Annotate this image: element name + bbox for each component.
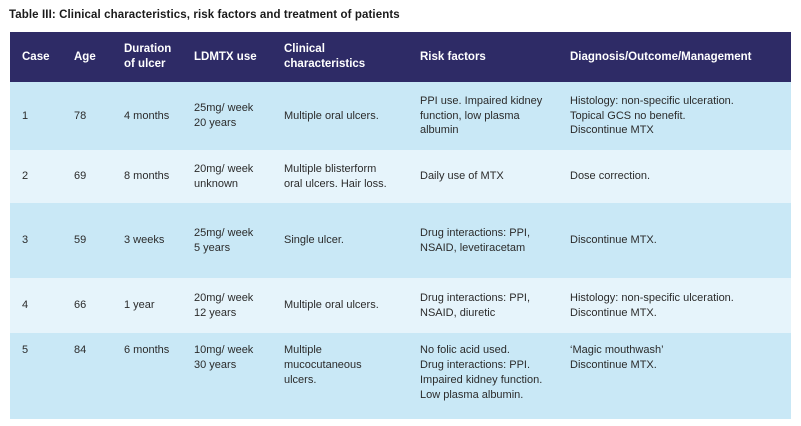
cell-ldmtx-use: 25mg/ week 20 years	[182, 82, 272, 150]
cell-duration-of-ulcer: 6 months	[112, 333, 182, 419]
cell-diagnosis-outcome-management: Histology: non-specific ulceration. Disc…	[558, 278, 791, 333]
cell-ldmtx-use: 20mg/ week unknown	[182, 150, 272, 203]
cell-risk-factors: Drug interactions: PPI, NSAID, diuretic	[408, 278, 558, 333]
cell-clinical-characteristics: Multiple oral ulcers.	[272, 82, 408, 150]
table-row: 3 59 3 weeks 25mg/ week 5 years Single u…	[10, 203, 791, 278]
table-header: Case Age Duration of ulcer LDMTX use Cli…	[10, 32, 791, 82]
column-header-clinical-characteristics: Clinical characteristics	[272, 32, 408, 82]
cell-clinical-characteristics: Single ulcer.	[272, 203, 408, 278]
column-header-case: Case	[10, 32, 62, 82]
cell-age: 59	[62, 203, 112, 278]
cell-diagnosis-outcome-management: Discontinue MTX.	[558, 203, 791, 278]
cell-ldmtx-use: 25mg/ week 5 years	[182, 203, 272, 278]
table-body: 1 78 4 months 25mg/ week 20 years Multip…	[10, 82, 791, 419]
cell-case: 3	[10, 203, 62, 278]
table-row: 2 69 8 months 20mg/ week unknown Multipl…	[10, 150, 791, 203]
cell-clinical-characteristics: Multiple oral ulcers.	[272, 278, 408, 333]
column-header-age: Age	[62, 32, 112, 82]
cell-case: 5	[10, 333, 62, 419]
table-row: 1 78 4 months 25mg/ week 20 years Multip…	[10, 82, 791, 150]
cell-age: 66	[62, 278, 112, 333]
cell-age: 78	[62, 82, 112, 150]
cell-clinical-characteristics: Multiple mucocutaneous ulcers.	[272, 333, 408, 419]
table-row: 5 84 6 months 10mg/ week 30 years Multip…	[10, 333, 791, 419]
column-header-ldmtx-use: LDMTX use	[182, 32, 272, 82]
cell-age: 69	[62, 150, 112, 203]
cell-diagnosis-outcome-management: Histology: non-specific ulceration. Topi…	[558, 82, 791, 150]
cell-risk-factors: Drug interactions: PPI, NSAID, levetirac…	[408, 203, 558, 278]
cell-case: 4	[10, 278, 62, 333]
header-row: Case Age Duration of ulcer LDMTX use Cli…	[10, 32, 791, 82]
cell-duration-of-ulcer: 8 months	[112, 150, 182, 203]
cell-case: 2	[10, 150, 62, 203]
cell-diagnosis-outcome-management: ‘Magic mouthwash’ Discontinue MTX.	[558, 333, 791, 419]
cell-case: 1	[10, 82, 62, 150]
cell-duration-of-ulcer: 3 weeks	[112, 203, 182, 278]
cell-risk-factors: Daily use of MTX	[408, 150, 558, 203]
table-row: 4 66 1 year 20mg/ week 12 years Multiple…	[10, 278, 791, 333]
cell-duration-of-ulcer: 4 months	[112, 82, 182, 150]
cell-age: 84	[62, 333, 112, 419]
table-title: Table III: Clinical characteristics, ris…	[9, 9, 400, 21]
column-header-diagnosis-outcome-management: Diagnosis/Outcome/Management	[558, 32, 791, 82]
cell-duration-of-ulcer: 1 year	[112, 278, 182, 333]
cell-diagnosis-outcome-management: Dose correction.	[558, 150, 791, 203]
column-header-risk-factors: Risk factors	[408, 32, 558, 82]
column-header-duration-of-ulcer: Duration of ulcer	[112, 32, 182, 82]
cell-ldmtx-use: 10mg/ week 30 years	[182, 333, 272, 419]
cell-risk-factors: No folic acid used. Drug interactions: P…	[408, 333, 558, 419]
cell-ldmtx-use: 20mg/ week 12 years	[182, 278, 272, 333]
cell-clinical-characteristics: Multiple blisterform oral ulcers. Hair l…	[272, 150, 408, 203]
clinical-characteristics-table: Case Age Duration of ulcer LDMTX use Cli…	[10, 32, 791, 419]
cell-risk-factors: PPI use. Impaired kidney function, low p…	[408, 82, 558, 150]
